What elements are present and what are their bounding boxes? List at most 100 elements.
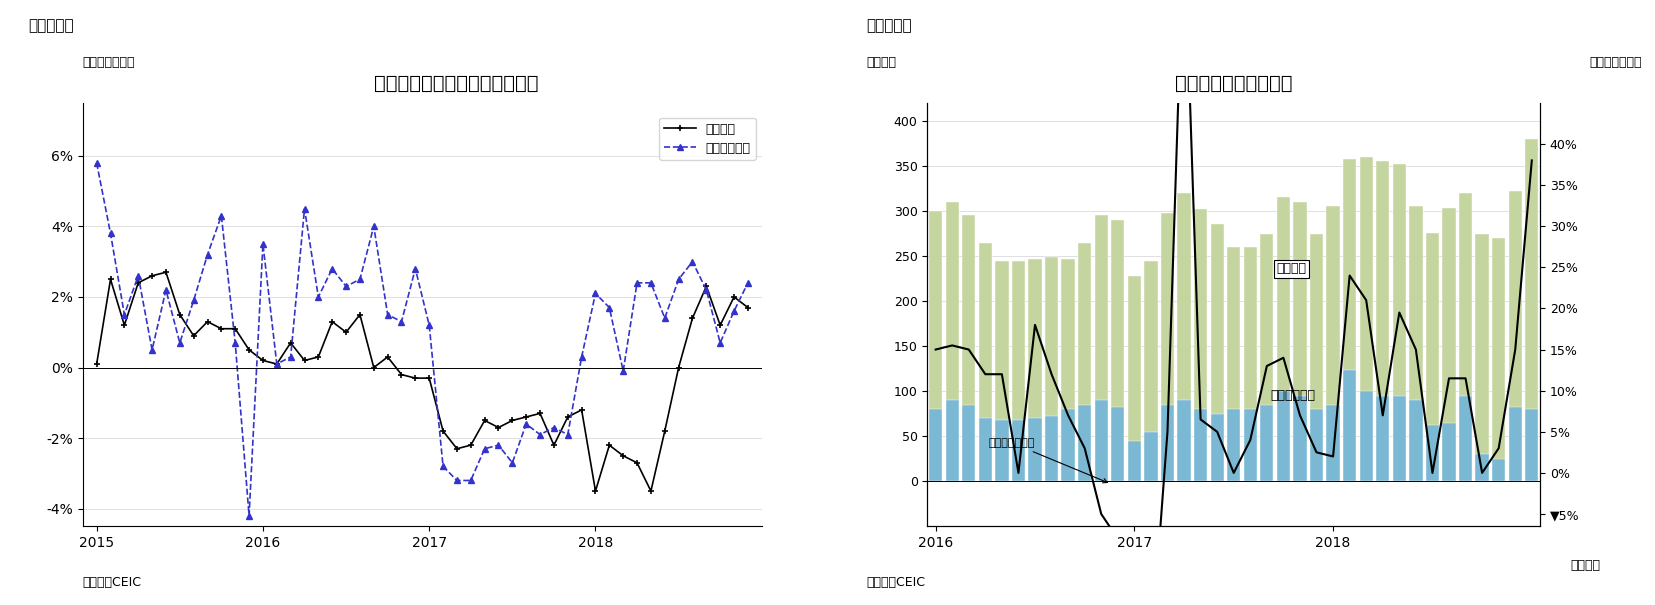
- Bar: [928, 211, 942, 482]
- 雇用者数: [612, 452, 632, 459]
- Bar: [1210, 224, 1223, 482]
- Bar: [978, 243, 991, 482]
- Bar: [1276, 197, 1289, 482]
- Bar: [1127, 276, 1140, 482]
- 月額平均給与: [571, 353, 591, 361]
- 月額平均給与: [682, 258, 702, 266]
- 雇用者数: [543, 442, 563, 449]
- Bar: [1475, 454, 1488, 482]
- 雇用者数: [419, 374, 439, 382]
- 月額平均給与: [460, 477, 480, 484]
- 雇用者数: [281, 339, 301, 347]
- Bar: [945, 400, 958, 482]
- Bar: [1508, 407, 1521, 482]
- Bar: [1326, 405, 1339, 482]
- 月額平均給与: [612, 367, 632, 374]
- Bar: [1309, 234, 1322, 482]
- Text: （資料）CEIC: （資料）CEIC: [83, 575, 142, 589]
- Text: 伸び率（右軸）: 伸び率（右軸）: [988, 438, 1107, 483]
- Bar: [1475, 234, 1488, 482]
- Bar: [1359, 157, 1372, 482]
- 月額平均給与: [156, 286, 175, 293]
- Bar: [1293, 396, 1306, 482]
- 雇用者数: [627, 459, 647, 466]
- 雇用者数: [530, 410, 549, 417]
- 雇用者数: [225, 325, 245, 332]
- 月額平均給与: [336, 283, 356, 290]
- Bar: [1111, 407, 1124, 482]
- Bar: [1061, 259, 1074, 482]
- 月額平均給与: [599, 304, 619, 311]
- 月額平均給与: [640, 280, 660, 287]
- Bar: [1309, 409, 1322, 482]
- 雇用者数: [586, 488, 606, 495]
- Legend: 雇用者数, 月額平均給与: 雇用者数, 月額平均給与: [659, 117, 755, 160]
- 月額平均給与: [295, 205, 314, 212]
- 雇用者数: [295, 357, 314, 364]
- 月額平均給与: [710, 339, 730, 347]
- Bar: [1342, 370, 1355, 482]
- Text: （月次）: （月次）: [1569, 558, 1600, 572]
- Bar: [1028, 259, 1041, 482]
- Bar: [1177, 193, 1190, 482]
- Text: （図表４）: （図表４）: [866, 18, 912, 33]
- Bar: [1177, 400, 1190, 482]
- Bar: [1094, 400, 1107, 482]
- 月額平均給与: [225, 339, 245, 347]
- Bar: [1458, 193, 1471, 482]
- 雇用者数: [197, 318, 217, 325]
- 月額平均給与: [447, 477, 467, 484]
- 月額平均給与: [723, 307, 743, 315]
- Bar: [962, 215, 975, 482]
- Title: タイ　雇用者数と月額平均給与: タイ 雇用者数と月額平均給与: [374, 74, 538, 93]
- Text: 訪問者数: 訪問者数: [1276, 262, 1306, 275]
- Bar: [1243, 247, 1256, 482]
- 月額平均給与: [543, 424, 563, 431]
- Bar: [1524, 409, 1537, 482]
- 雇用者数: [142, 272, 162, 280]
- Bar: [1044, 257, 1058, 482]
- 雇用者数: [682, 315, 702, 322]
- 雇用者数: [364, 364, 384, 371]
- Bar: [1408, 400, 1422, 482]
- Text: （前年同月比）: （前年同月比）: [83, 56, 136, 69]
- 月額平均給与: [266, 361, 286, 368]
- Bar: [1193, 409, 1206, 482]
- 月額平均給与: [488, 442, 508, 449]
- Bar: [1524, 139, 1537, 482]
- 雇用者数: [654, 427, 674, 434]
- 雇用者数: [127, 280, 147, 287]
- 雇用者数: [101, 276, 121, 283]
- Bar: [1425, 425, 1438, 482]
- 月額平均給与: [212, 212, 232, 220]
- 雇用者数: [640, 488, 660, 495]
- 雇用者数: [475, 417, 495, 424]
- Bar: [1144, 261, 1157, 482]
- 月額平均給与: [697, 286, 717, 293]
- Bar: [1408, 206, 1422, 482]
- Text: （図表３）: （図表３）: [28, 18, 74, 33]
- 雇用者数: [266, 361, 286, 368]
- Bar: [1491, 238, 1504, 482]
- 月額平均給与: [86, 159, 106, 166]
- 雇用者数: [599, 442, 619, 449]
- 月額平均給与: [184, 297, 204, 304]
- Bar: [1160, 213, 1173, 482]
- Bar: [1508, 191, 1521, 482]
- 雇用者数: [697, 283, 717, 290]
- 月額平均給与: [434, 463, 453, 470]
- 雇用者数: [558, 413, 578, 420]
- 雇用者数: [184, 332, 204, 339]
- Bar: [1458, 396, 1471, 482]
- Bar: [1425, 232, 1438, 482]
- Bar: [1127, 441, 1140, 482]
- 月額平均給与: [586, 290, 606, 297]
- Bar: [1326, 206, 1339, 482]
- 雇用者数: [516, 413, 536, 420]
- Bar: [1243, 409, 1256, 482]
- 雇用者数: [738, 304, 758, 311]
- Bar: [1193, 209, 1206, 482]
- 雇用者数: [238, 346, 258, 353]
- Title: タイの外国人観光客数: タイの外国人観光客数: [1175, 74, 1291, 93]
- Text: （資料）CEIC: （資料）CEIC: [866, 575, 925, 589]
